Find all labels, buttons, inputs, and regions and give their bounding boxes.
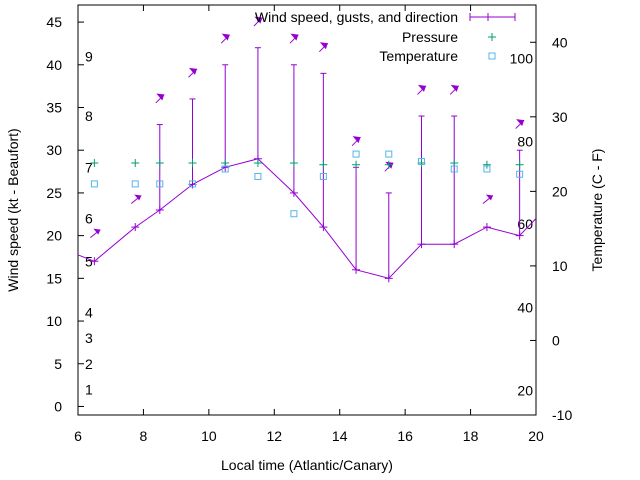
y-tick-label-left: 15 — [46, 270, 62, 286]
y-tick-label-left: 20 — [46, 228, 62, 244]
y-tick-label-left: 25 — [46, 185, 62, 201]
plot-frame — [77, 4, 537, 416]
temperature-point — [189, 180, 196, 188]
x-tick-label: 16 — [397, 428, 413, 444]
fahrenheit-label: 60 — [517, 216, 533, 232]
direction-arrowhead — [156, 93, 165, 101]
beaufort-label: 7 — [85, 159, 93, 175]
y-axis-label-left: Wind speed (kt - Beaufort) — [5, 128, 21, 291]
legend: Wind speed, gusts, and direction Pressure… — [255, 9, 516, 64]
beaufort-label: 8 — [85, 108, 93, 124]
y-tick-label-left: 5 — [54, 356, 62, 372]
y-tick-label-right: -10 — [552, 407, 572, 423]
x-tick-label: 20 — [528, 428, 544, 444]
y-tick-label-right: 10 — [552, 258, 568, 274]
direction-arrowhead — [188, 67, 197, 75]
y-tick-label-left: 10 — [46, 313, 62, 329]
y-tick-label-right: 30 — [552, 109, 568, 125]
direction-arrowhead — [254, 16, 263, 24]
beaufort-label: 5 — [85, 253, 93, 269]
temperature-point — [90, 180, 98, 188]
direction-arrowhead — [319, 42, 328, 50]
temperature-point — [131, 180, 139, 188]
x-tick-label: 10 — [201, 428, 217, 444]
y-tick-label-left: 0 — [54, 398, 62, 414]
fahrenheit-label: 80 — [517, 133, 533, 149]
temperature-point — [385, 150, 393, 158]
direction-arrowhead — [516, 119, 525, 127]
beaufort-label: 9 — [85, 48, 93, 64]
direction-arrowhead — [221, 33, 230, 41]
beaufort-label: 1 — [85, 381, 93, 397]
direction-arrowhead — [134, 194, 142, 201]
y-tick-label-left: 35 — [46, 100, 62, 116]
beaufort-label: 2 — [85, 356, 93, 372]
tick-labels: 6 8 10 12 14 16 18 20051015202530354045-1001020… — [46, 14, 572, 444]
beaufort-label: 3 — [85, 330, 93, 346]
fahrenheit-label: 100 — [510, 51, 534, 67]
legend-label-temperature: Temperature — [379, 48, 458, 64]
x-tick-label: 18 — [463, 428, 479, 444]
x-tick-label: 8 — [140, 428, 148, 444]
beaufort-label: 4 — [85, 305, 93, 321]
temperature-series — [90, 150, 524, 218]
temperature-point — [352, 150, 360, 158]
wind-speed-line — [78, 158, 536, 279]
pressure-series — [90, 159, 524, 169]
y-tick-label-left: 40 — [46, 57, 62, 73]
y-tick-label-left: 30 — [46, 142, 62, 158]
y-tick-label-right: 0 — [552, 332, 560, 348]
direction-arrowhead — [450, 84, 459, 92]
y-axis-label-right: Temperature (C - F) — [589, 149, 605, 272]
temperature-point — [254, 172, 262, 180]
fahrenheit-label: 20 — [517, 382, 533, 398]
temperature-point — [450, 165, 458, 173]
temperature-point — [483, 165, 491, 173]
direction-arrowhead — [93, 228, 101, 235]
temperature-point — [156, 180, 164, 188]
direction-arrowhead — [290, 33, 299, 41]
y-tick-label-right: 20 — [552, 183, 568, 199]
wind-series — [78, 16, 536, 283]
y-tick-label-left: 45 — [46, 14, 62, 30]
x-tick-label: 6 — [74, 428, 82, 444]
temperature-point — [319, 172, 327, 180]
x-tick-label: 12 — [266, 428, 282, 444]
x-tick-label: 14 — [332, 428, 348, 444]
direction-arrowhead — [485, 194, 493, 201]
temperature-point — [516, 170, 524, 178]
x-axis-label: Local time (Atlantic/Canary) — [221, 457, 393, 473]
fahrenheit-label: 40 — [517, 300, 533, 316]
temperature-point — [290, 210, 298, 218]
legend-swatch-temperature — [488, 52, 496, 60]
y-tick-label-right: 40 — [552, 34, 568, 50]
beaufort-label: 6 — [85, 211, 93, 227]
axes — [77, 4, 537, 416]
temperature-point — [418, 158, 425, 166]
legend-label-wind: Wind speed, gusts, and direction — [255, 9, 458, 25]
direction-arrowhead — [417, 84, 426, 92]
direction-arrowhead — [352, 136, 361, 144]
temperature-point — [221, 165, 229, 173]
legend-label-pressure: Pressure — [402, 29, 458, 45]
